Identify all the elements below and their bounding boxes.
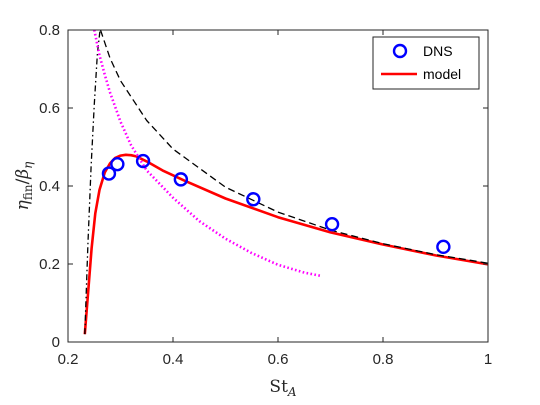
legend-label-model: model (423, 66, 461, 82)
series-dashed-2-line (99, 30, 488, 264)
axes-layer: 0.2 0.4 0.6 0.8 100.20.40.60.8 (39, 22, 492, 368)
data-point-dns (101, 166, 117, 181)
y-axis-label: ηfin/βη (13, 161, 35, 210)
x-tick-label: 0.2 (58, 351, 79, 368)
x-tick-label: 0.8 (373, 351, 394, 368)
series-layer (83, 30, 488, 335)
legend: DNS model (372, 36, 480, 90)
series-dashdot-3-line (84, 30, 101, 335)
x-tick-label: 0.4 (163, 351, 184, 368)
legend-marker-dns (392, 43, 408, 59)
series-dotted-4-line (93, 30, 321, 277)
x-tick-label: 0.6 (268, 351, 289, 368)
legend-label-dns: DNS (423, 43, 453, 59)
series-model-line (83, 153, 488, 335)
x-tick-label: 1 (484, 351, 492, 368)
data-point-dns (324, 217, 340, 232)
data-point-dns (173, 172, 189, 187)
y-tick-label: 0.4 (39, 178, 60, 195)
data-point-dns (135, 153, 151, 169)
y-tick-label: 0 (52, 334, 60, 351)
y-tick-label: 0.6 (39, 100, 60, 117)
data-point-dns (246, 192, 261, 207)
data-point-dns (436, 239, 451, 255)
legend-box (372, 36, 480, 90)
data-point-dns (110, 156, 125, 172)
x-axis-label: StA (269, 377, 296, 399)
y-tick-label: 0.2 (39, 256, 60, 273)
y-tick-label: 0.8 (39, 22, 60, 39)
